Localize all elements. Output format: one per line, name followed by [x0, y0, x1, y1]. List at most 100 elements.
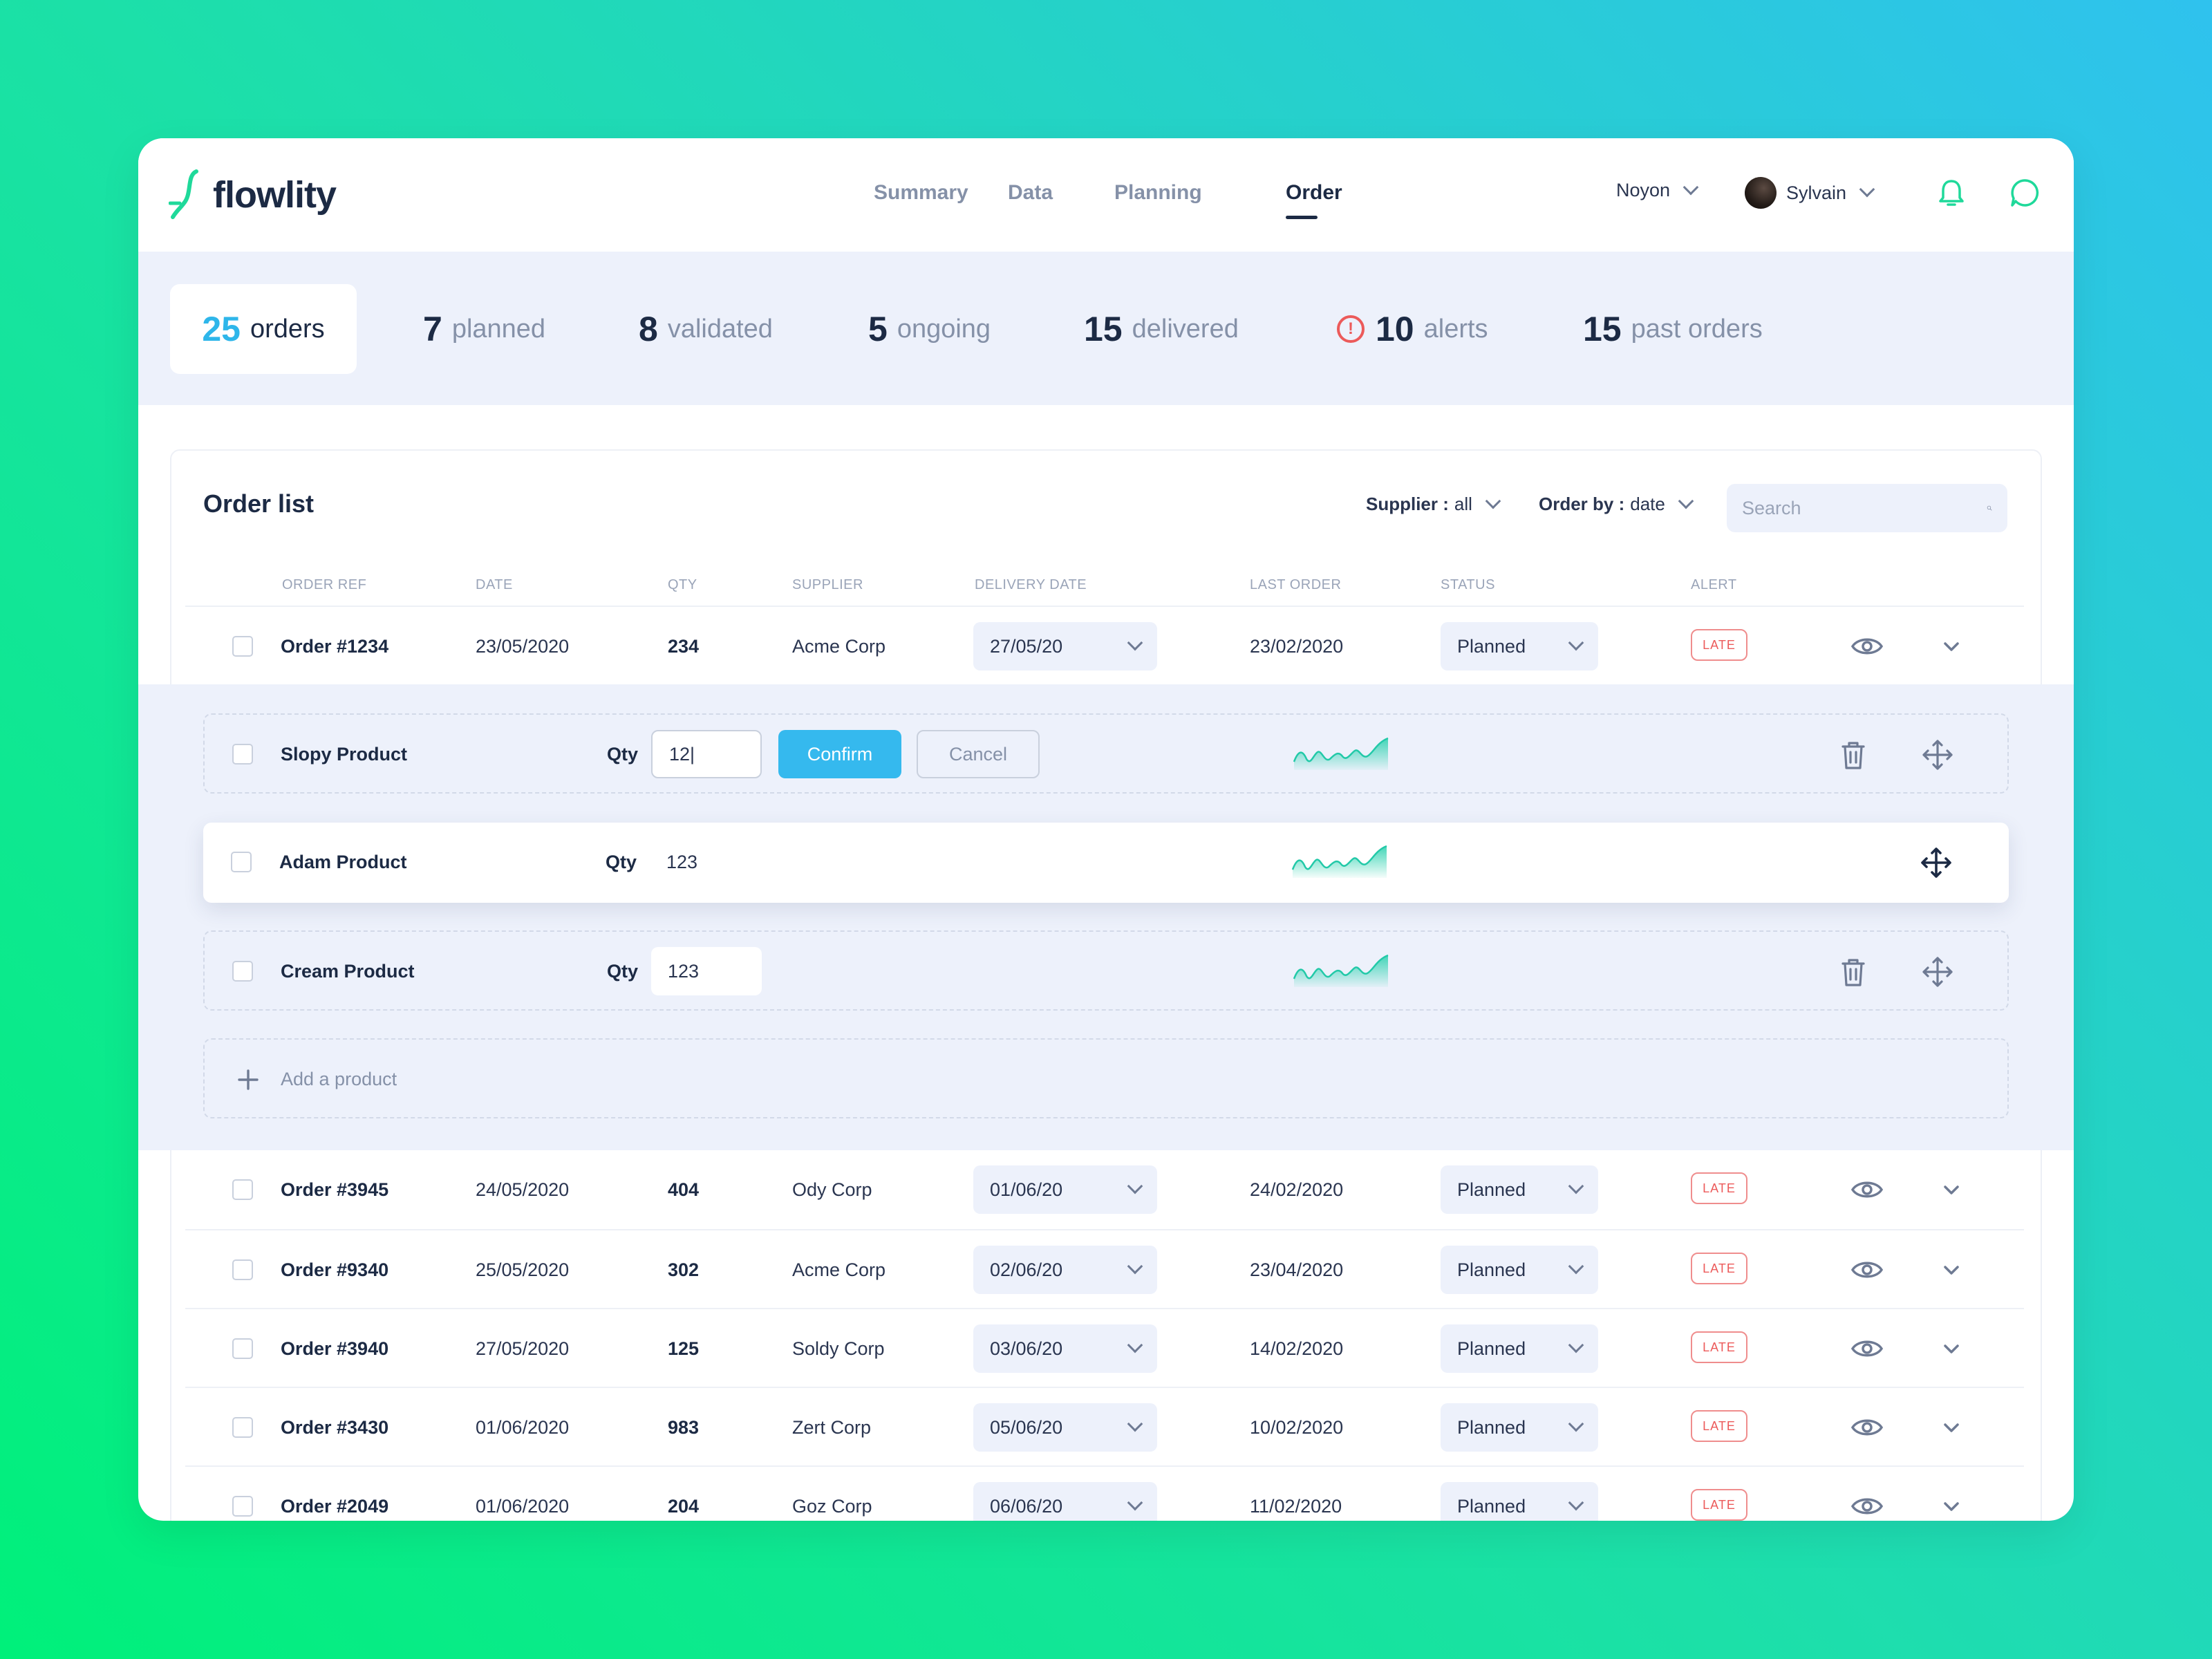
status-select[interactable]: Planned	[1441, 1403, 1598, 1452]
cancel-button[interactable]: Cancel	[917, 730, 1040, 778]
logo[interactable]: flowlity	[169, 169, 337, 221]
stat-past-orders[interactable]: 15 past orders	[1583, 284, 1763, 374]
confirm-button[interactable]: Confirm	[778, 730, 901, 778]
chevron-down-icon[interactable]	[1934, 1489, 1969, 1521]
col-status[interactable]: STATUS	[1441, 577, 1495, 592]
qty-input[interactable]: 123	[651, 947, 762, 995]
row-checkbox[interactable]	[232, 1496, 253, 1517]
col-last-order[interactable]: LAST ORDER	[1250, 577, 1342, 592]
order-ref[interactable]: Order #1234	[281, 636, 389, 657]
search-icon[interactable]	[1987, 493, 1992, 523]
chevron-down-icon[interactable]	[1934, 1331, 1969, 1366]
chevron-down-icon[interactable]	[1934, 629, 1969, 664]
late-badge: LATE	[1691, 629, 1747, 661]
col-supplier[interactable]: SUPPLIER	[792, 577, 863, 592]
stat-alerts[interactable]: ! 10 alerts	[1337, 284, 1488, 374]
trash-icon[interactable]	[1836, 738, 1871, 772]
product-checkbox[interactable]	[232, 961, 253, 982]
stat-validated[interactable]: 8 validated	[639, 284, 773, 374]
stat-delivered[interactable]: 15 delivered	[1084, 284, 1239, 374]
chat-icon[interactable]	[2009, 177, 2041, 209]
supplier-filter[interactable]: Supplier : all	[1366, 493, 1501, 515]
site-name: Noyon	[1616, 180, 1671, 200]
move-icon[interactable]	[1919, 845, 1953, 880]
eye-icon[interactable]	[1850, 1489, 1884, 1521]
order-ref[interactable]: Order #2049	[281, 1496, 389, 1517]
status-value: Planned	[1457, 1338, 1526, 1359]
stat-value: 10	[1376, 310, 1414, 348]
trash-icon[interactable]	[1836, 955, 1871, 989]
search-input[interactable]	[1742, 497, 1987, 519]
bell-icon[interactable]	[1936, 177, 1967, 209]
status-select[interactable]: Planned	[1441, 1246, 1598, 1294]
order-ref[interactable]: Order #3945	[281, 1179, 389, 1200]
move-icon[interactable]	[1920, 955, 1955, 989]
stat-orders[interactable]: 25 orders	[170, 284, 357, 374]
delivery-date-select[interactable]: 05/06/20	[973, 1403, 1157, 1452]
status-select[interactable]: Planned	[1441, 1482, 1598, 1521]
nav-summary[interactable]: Summary	[874, 181, 968, 204]
chevron-down-icon	[1127, 1494, 1143, 1511]
move-icon[interactable]	[1920, 738, 1955, 772]
table-row[interactable]: Order #1234 23/05/2020 234 Acme Corp 27/…	[185, 606, 2024, 684]
status-value: Planned	[1457, 1495, 1526, 1517]
table-row[interactable]: Order #3940 27/05/2020 125 Soldy Corp 03…	[185, 1308, 2024, 1387]
eye-icon[interactable]	[1850, 1253, 1884, 1287]
product-row[interactable]: Adam Product Qty 123	[203, 823, 2009, 903]
eye-icon[interactable]	[1850, 1172, 1884, 1207]
row-checkbox[interactable]	[232, 636, 253, 657]
eye-icon[interactable]	[1850, 1410, 1884, 1445]
delivery-date-select[interactable]: 06/06/20	[973, 1482, 1157, 1521]
eye-icon[interactable]	[1850, 629, 1884, 664]
table-row[interactable]: Order #3430 01/06/2020 983 Zert Corp 05/…	[185, 1387, 2024, 1465]
row-checkbox[interactable]	[232, 1259, 253, 1280]
qty-input[interactable]: 12|	[651, 730, 762, 778]
qty-value[interactable]: 123	[666, 852, 698, 872]
eye-icon[interactable]	[1850, 1331, 1884, 1366]
delivery-date-select[interactable]: 27/05/20	[973, 622, 1157, 671]
user-menu[interactable]: Sylvain	[1745, 177, 1875, 209]
add-product-button[interactable]: Add a product	[203, 1038, 2009, 1118]
status-value: Planned	[1457, 1416, 1526, 1438]
table-row[interactable]: Order #9340 25/05/2020 302 Acme Corp 02/…	[185, 1229, 2024, 1308]
row-checkbox[interactable]	[232, 1179, 253, 1200]
status-select[interactable]: Planned	[1441, 622, 1598, 671]
order-by-filter[interactable]: Order by : date	[1539, 493, 1694, 515]
table-row[interactable]: Order #3945 24/05/2020 404 Ody Corp 01/0…	[185, 1150, 2024, 1229]
stat-planned[interactable]: 7 planned	[423, 284, 545, 374]
order-qty: 234	[668, 636, 700, 657]
delivery-date-select[interactable]: 02/06/20	[973, 1246, 1157, 1294]
order-ref[interactable]: Order #3430	[281, 1417, 389, 1438]
order-ref[interactable]: Order #9340	[281, 1259, 389, 1280]
col-delivery-date[interactable]: DELIVERY DATE	[975, 577, 1087, 592]
nav-planning[interactable]: Planning	[1114, 181, 1202, 204]
col-alert[interactable]: ALERT	[1691, 577, 1737, 592]
row-checkbox[interactable]	[232, 1417, 253, 1438]
status-select[interactable]: Planned	[1441, 1165, 1598, 1214]
chevron-down-icon	[1859, 181, 1875, 198]
chevron-down-icon[interactable]	[1934, 1410, 1969, 1445]
order-date: 23/05/2020	[476, 636, 570, 657]
row-checkbox[interactable]	[232, 1338, 253, 1359]
chevron-down-icon	[1568, 1416, 1584, 1432]
nav-data[interactable]: Data	[1008, 181, 1053, 204]
order-ref[interactable]: Order #3940	[281, 1338, 389, 1359]
chevron-down-icon[interactable]	[1934, 1172, 1969, 1207]
delivery-date-select[interactable]: 03/06/20	[973, 1324, 1157, 1373]
product-row[interactable]: Slopy Product Qty 12| Confirm Cancel	[203, 713, 2009, 794]
table-row[interactable]: Order #2049 01/06/2020 204 Goz Corp 06/0…	[185, 1465, 2024, 1521]
chevron-down-icon[interactable]	[1934, 1253, 1969, 1287]
product-checkbox[interactable]	[232, 744, 253, 765]
stat-ongoing[interactable]: 5 ongoing	[868, 284, 991, 374]
nav-order[interactable]: Order	[1286, 181, 1342, 204]
delivery-date-select[interactable]: 01/06/20	[973, 1165, 1157, 1214]
status-select[interactable]: Planned	[1441, 1324, 1598, 1373]
site-selector[interactable]: Noyon	[1616, 179, 1699, 201]
col-date[interactable]: DATE	[476, 577, 513, 592]
product-checkbox[interactable]	[231, 852, 252, 872]
col-qty[interactable]: QTY	[668, 577, 697, 592]
order-qty: 404	[668, 1179, 700, 1200]
col-order-ref[interactable]: ORDER REF	[282, 577, 367, 592]
product-row[interactable]: Cream Product Qty 123	[203, 930, 2009, 1011]
order-qty: 204	[668, 1496, 700, 1517]
